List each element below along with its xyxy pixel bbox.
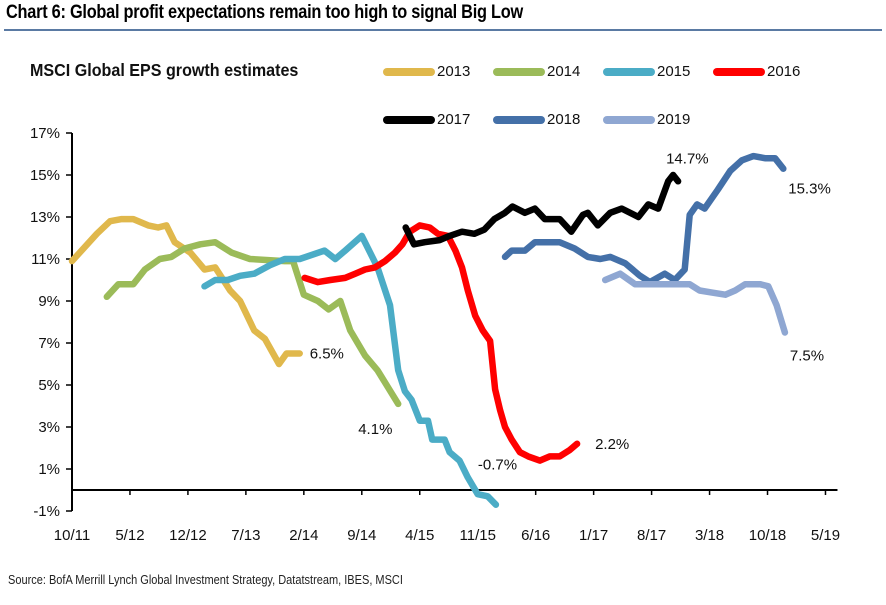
x-tick-label: 3/18 [695, 527, 724, 544]
legend-swatch [493, 67, 545, 76]
legend-label: 2014 [547, 63, 581, 80]
legend-swatch [713, 67, 765, 76]
series-line-2015 [201, 232, 500, 508]
series-line-2013 [68, 215, 303, 368]
x-tick-label: 5/19 [811, 527, 840, 544]
legend-item-2018: 2018 [493, 111, 580, 128]
x-tick-label: 9/14 [347, 527, 376, 544]
x-tick-label: 10/18 [749, 527, 787, 544]
legend-swatch [603, 115, 655, 124]
legend-item-2013: 2013 [383, 63, 470, 80]
y-tick-label: 15% [30, 167, 60, 184]
end-label-2019: 7.5% [790, 348, 824, 365]
x-tick-label: 10/11 [54, 527, 90, 544]
x-tick-label: 11/15 [460, 527, 496, 544]
x-tick-label: 5/12 [115, 527, 144, 544]
x-tick-label: 6/16 [521, 527, 550, 544]
end-label-2018: 15.3% [788, 181, 831, 198]
x-tick-label: 2/14 [289, 527, 318, 544]
x-tick-label: 4/15 [405, 527, 434, 544]
source-note: Source: BofA Merrill Lynch Global Invest… [8, 573, 403, 587]
legend-label: 2013 [437, 63, 471, 80]
y-tick-label: 3% [38, 419, 60, 436]
legend-item-2016: 2016 [713, 63, 800, 80]
legend-item-2019: 2019 [603, 111, 690, 128]
series-line-2016 [301, 222, 581, 464]
legend-label: 2019 [657, 111, 691, 128]
legend-label: 2016 [767, 63, 801, 80]
legend-swatch [603, 67, 655, 76]
y-tick-label: 17% [30, 125, 60, 142]
y-tick-label: -1% [33, 503, 60, 520]
legend-item-2017: 2017 [383, 111, 470, 128]
legend-swatch [493, 115, 545, 124]
y-tick-label: 7% [38, 335, 60, 352]
y-tick-label: 11% [31, 251, 60, 268]
legend-swatch [383, 67, 435, 76]
x-tick-label: 8/17 [637, 527, 666, 544]
title-divider [4, 29, 882, 31]
legend-swatch [383, 115, 435, 124]
series-line-2014 [103, 238, 402, 408]
series-line-2019 [601, 270, 789, 336]
end-label-2017: 14.7% [666, 150, 709, 167]
chart-title: Chart 6: Global profit expectations rema… [6, 2, 523, 23]
end-label-2013: 6.5% [310, 346, 344, 363]
legend-item-2015: 2015 [603, 63, 690, 80]
legend-label: 2017 [437, 111, 471, 128]
end-label-2015: -0.7% [478, 457, 517, 474]
chart-subtitle: MSCI Global EPS growth estimates [30, 60, 299, 80]
x-tick-label: 1/17 [579, 527, 608, 544]
end-label-2014: 4.1% [358, 421, 392, 438]
y-tick-label: 9% [38, 293, 60, 310]
y-tick-label: 5% [38, 377, 60, 394]
x-tick-label: 12/12 [169, 527, 207, 544]
x-tick-label: 7/13 [231, 527, 260, 544]
legend-label: 2015 [657, 63, 691, 80]
legend-item-2014: 2014 [493, 63, 580, 80]
legend-label: 2018 [547, 111, 581, 128]
end-label-2016: 2.2% [595, 436, 629, 453]
series-line-2017 [402, 171, 682, 248]
y-tick-label: 1% [38, 461, 60, 478]
series-line-2018 [501, 152, 787, 286]
y-tick-label: 13% [30, 209, 60, 226]
